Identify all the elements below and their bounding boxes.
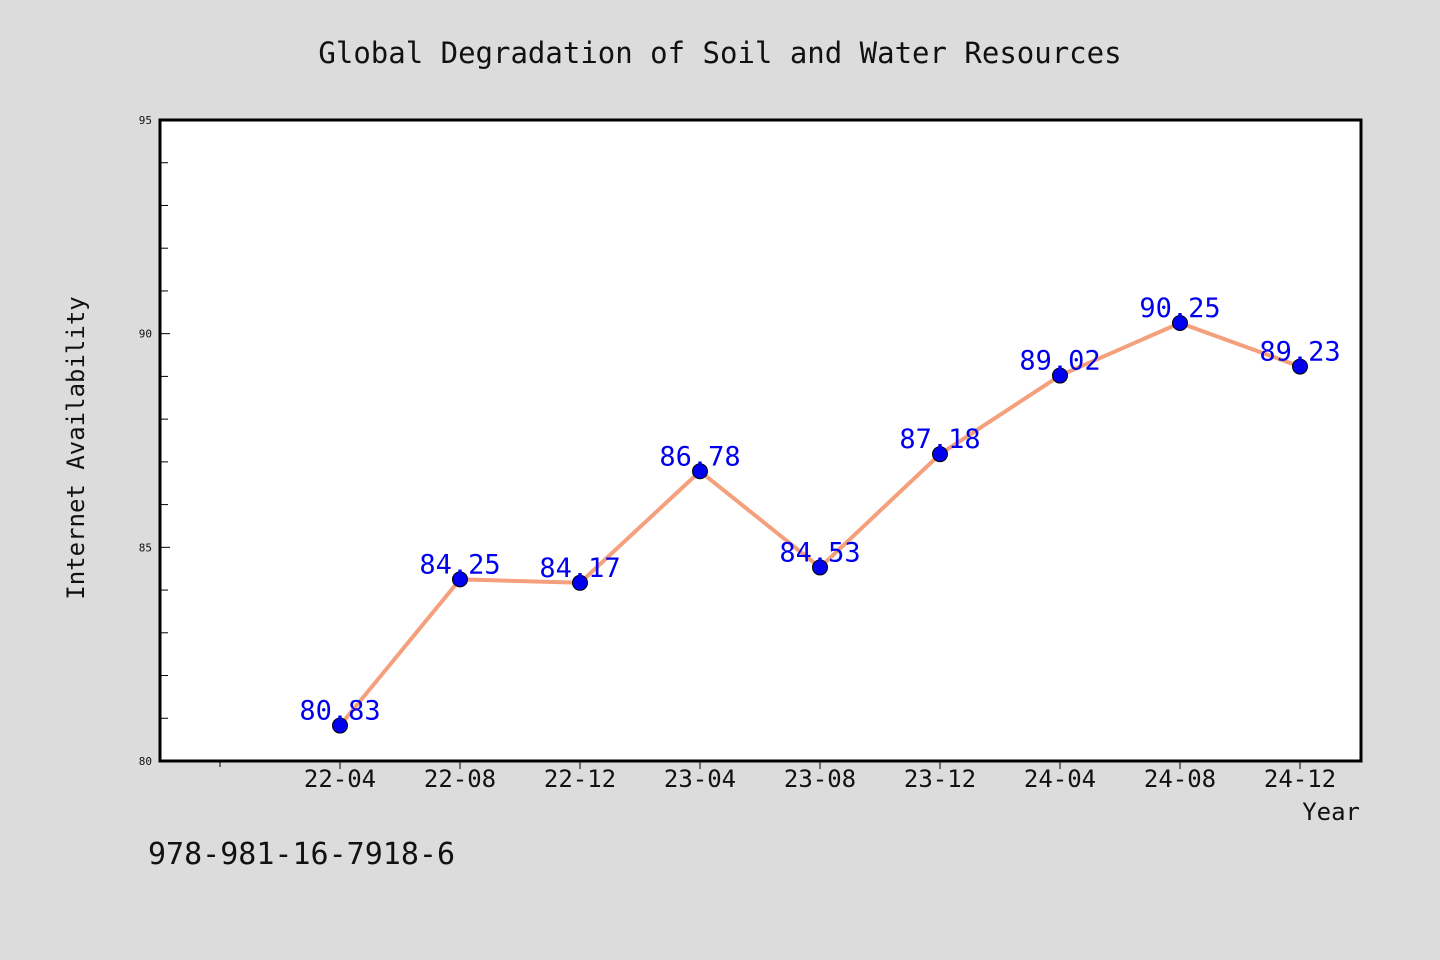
data-label: 87.18 [899, 424, 980, 455]
data-point [1292, 358, 1308, 375]
x-tick-label: 24-08 [1144, 765, 1216, 793]
data-point [332, 717, 348, 734]
data-label: 89.23 [1259, 337, 1340, 368]
data-label: 84.17 [539, 553, 620, 584]
data-point [1172, 314, 1188, 331]
x-tick-label: 23-12 [904, 765, 976, 793]
data-label: 84.53 [779, 537, 860, 568]
x-tick-label: 24-04 [1024, 765, 1096, 793]
data-point [1052, 367, 1068, 384]
x-tick-label: 22-08 [424, 765, 496, 793]
x-tick-label: 23-04 [664, 765, 736, 793]
data-point [812, 559, 828, 576]
data-labels: 80.83 84.25 84.17 86.78 84.53 87.18 89.02 90.25… [299, 293, 1340, 727]
data-label: 90.25 [1139, 293, 1220, 324]
plot-area [158, 118, 1363, 763]
x-tick-label: 23-08 [784, 765, 856, 793]
data-markers [332, 314, 1308, 734]
chart-title: Global Degradation of Soil and Water Res… [318, 36, 1121, 70]
data-label: 84.25 [419, 549, 500, 580]
y-axis: 80 85 90 95 [139, 114, 170, 768]
y-tick-label: 90 [139, 328, 152, 341]
x-tick-label: 22-12 [544, 765, 616, 793]
data-point [572, 574, 588, 591]
data-label: 80.83 [299, 696, 380, 727]
x-tick-label: 22-04 [304, 765, 376, 793]
x-tick-label: 24-12 [1264, 765, 1336, 793]
x-axis-label: Year [1302, 798, 1360, 826]
y-tick-label: 85 [139, 541, 152, 554]
data-point [452, 571, 468, 588]
x-axis: 22-04 22-08 22-12 23-04 23-08 23-12 24-04 24-08… [219, 761, 1336, 793]
y-tick-label: 95 [139, 114, 152, 127]
y-tick-label: 80 [139, 755, 152, 768]
data-label: 86.78 [659, 441, 740, 472]
data-point [692, 463, 708, 480]
data-point [932, 446, 948, 463]
y-axis-label: Internet Availability [62, 296, 90, 599]
isbn-text: 978-981-16-7918-6 [148, 837, 455, 872]
data-label: 89.02 [1019, 346, 1100, 377]
